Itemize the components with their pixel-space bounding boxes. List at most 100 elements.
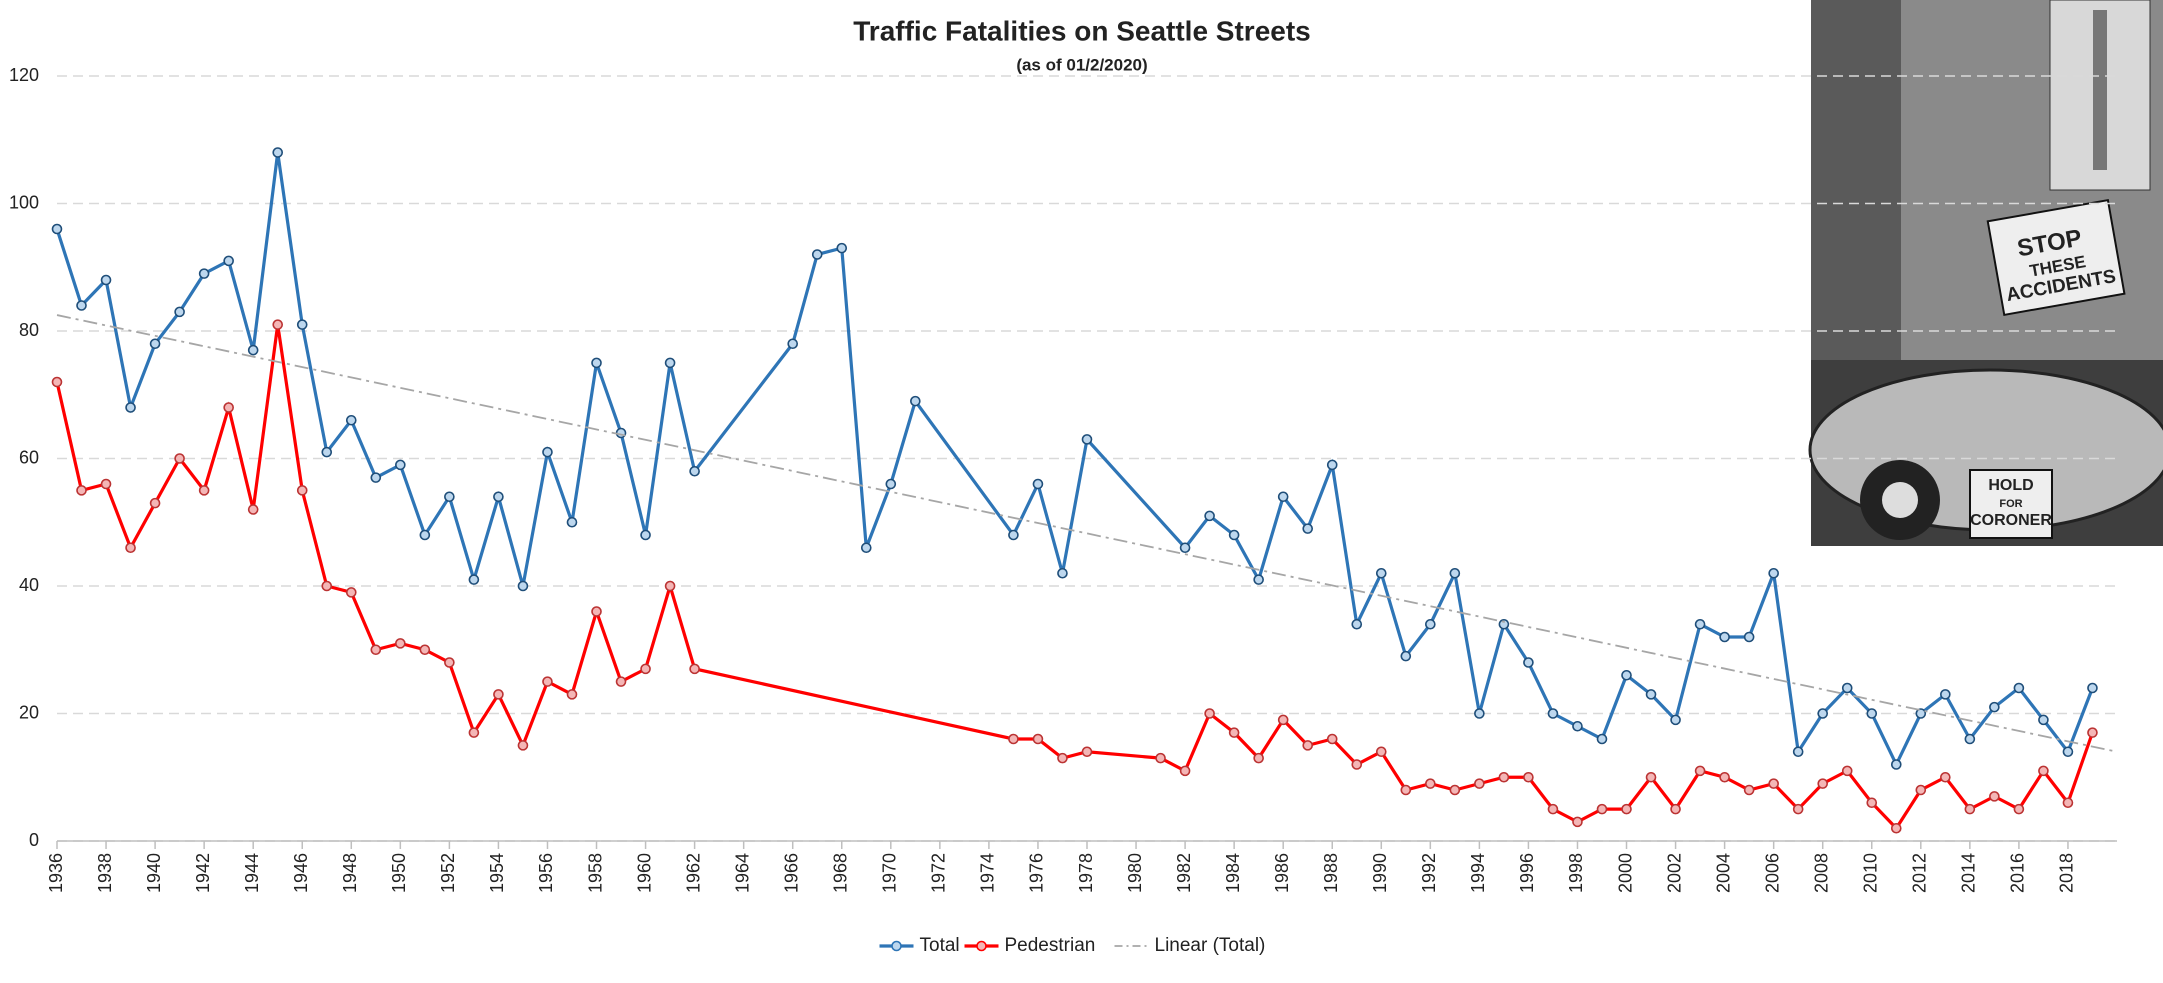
point: [1670, 714, 1681, 726]
point: [1572, 720, 1583, 732]
point: [1743, 784, 1755, 796]
point: [198, 485, 210, 496]
x-tick-label: 2014: [1959, 853, 1979, 893]
point: [885, 478, 897, 490]
point: [1375, 746, 1387, 758]
point: [1008, 733, 1019, 745]
x-tick-label: 1990: [1370, 853, 1390, 893]
x-tick-label: 1996: [1517, 853, 1537, 893]
point: [1621, 669, 1632, 681]
x-tick-label: 1940: [144, 853, 164, 893]
point: [2062, 797, 2074, 809]
y-tick-label: 20: [19, 702, 39, 722]
point: [1498, 771, 1510, 783]
x-tick-label: 1980: [1125, 853, 1145, 893]
point: [1596, 733, 1608, 745]
x-tick-label: 1966: [781, 853, 801, 893]
point: [1008, 529, 1019, 541]
point: [2087, 682, 2098, 694]
x-tick-label: 2016: [2008, 853, 2028, 893]
point: [1351, 759, 1363, 770]
point: [419, 529, 431, 541]
x-tick-label: 1950: [389, 853, 409, 893]
legend-marker: [976, 940, 987, 952]
point: [1670, 803, 1681, 815]
x-tick-label: 2006: [1762, 853, 1782, 893]
x-tick-label: 1986: [1272, 853, 1292, 893]
point: [1817, 778, 1829, 789]
series-line: [55, 324, 2094, 831]
point: [1155, 752, 1166, 764]
point: [247, 344, 259, 356]
point: [1277, 491, 1289, 503]
point: [2038, 765, 2049, 777]
x-tick-label: 1944: [242, 853, 262, 893]
point: [76, 300, 87, 311]
x-tick-label: 1984: [1223, 853, 1243, 893]
point: [345, 414, 357, 426]
point: [2013, 682, 2025, 694]
point: [517, 580, 529, 592]
point: [321, 446, 333, 458]
y-tick-label: 80: [19, 320, 39, 340]
point: [296, 319, 308, 330]
x-tick-label: 1954: [487, 853, 507, 893]
point: [1915, 708, 1927, 719]
point: [1841, 682, 1853, 694]
x-tick-label: 1962: [683, 853, 703, 893]
legend-label: Pedestrian: [1005, 935, 1096, 956]
point: [247, 504, 259, 515]
x-tick-label: 1968: [831, 853, 851, 893]
x-tick-label: 1988: [1321, 853, 1341, 893]
point: [51, 376, 63, 388]
point: [223, 402, 234, 413]
point: [689, 465, 700, 477]
x-tick-label: 1998: [1566, 853, 1586, 893]
point: [640, 529, 651, 541]
point: [296, 485, 308, 496]
point: [395, 638, 406, 649]
y-tick-label: 60: [19, 447, 39, 467]
point: [468, 574, 480, 585]
point: [272, 319, 284, 330]
point: [1375, 567, 1387, 579]
point: [542, 446, 553, 458]
point: [493, 491, 504, 503]
x-tick-label: 1974: [978, 853, 998, 893]
y-tick-label: 40: [19, 575, 39, 595]
point: [1719, 771, 1730, 783]
point: [76, 485, 87, 496]
point: [1081, 434, 1093, 445]
point: [1425, 778, 1436, 789]
point: [345, 587, 357, 598]
sign-text: HOLD: [1988, 477, 2033, 494]
point: [1302, 523, 1314, 534]
point: [1498, 618, 1510, 630]
point: [591, 357, 602, 369]
point: [591, 606, 602, 617]
point: [1596, 803, 1608, 815]
point: [787, 338, 799, 350]
point: [566, 689, 578, 700]
point: [1915, 784, 1927, 796]
x-tick-label: 2010: [1861, 853, 1881, 893]
point: [125, 542, 136, 554]
point: [1228, 529, 1240, 541]
point: [542, 676, 553, 687]
x-tick-label: 1938: [95, 853, 115, 893]
point: [1694, 765, 1706, 777]
point: [272, 147, 284, 158]
series-line: [56, 314, 2118, 753]
x-tick-label: 1972: [929, 853, 949, 893]
point: [1400, 650, 1412, 662]
x-tick-label: 2002: [1664, 853, 1684, 893]
point: [1179, 765, 1191, 777]
point: [1768, 778, 1779, 789]
point: [1645, 689, 1657, 700]
chart-title: Traffic Fatalities on Seattle Streets: [853, 15, 1311, 46]
point: [1057, 752, 1068, 764]
point: [1621, 803, 1632, 815]
point: [1989, 791, 2000, 802]
point: [1032, 478, 1044, 490]
x-tick-label: 2004: [1713, 853, 1733, 893]
